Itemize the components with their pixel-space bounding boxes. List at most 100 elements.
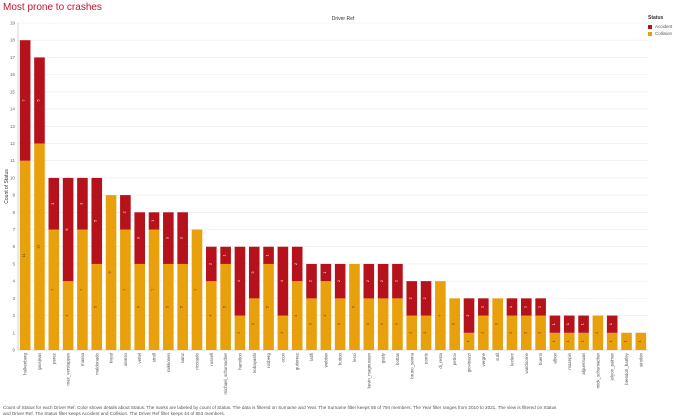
bar-collision bbox=[148, 229, 160, 350]
bar-accident bbox=[234, 246, 246, 316]
bar-accident bbox=[392, 263, 403, 299]
bar-collision bbox=[120, 229, 131, 350]
y-tick-label: 10 bbox=[10, 175, 16, 180]
bar-label-collision: 4 bbox=[294, 315, 298, 317]
x-tick-label: vandoorne bbox=[524, 352, 529, 373]
legend-item-collision[interactable]: Collision bbox=[648, 30, 700, 37]
legend[interactable]: Status Accident Collision bbox=[648, 15, 700, 37]
bar-accident bbox=[520, 298, 532, 316]
bar-label-collision: 3 bbox=[495, 323, 499, 325]
x-tick-label: jolyon_palmer bbox=[610, 352, 615, 381]
bar-accident bbox=[363, 263, 375, 299]
bar-accident bbox=[420, 281, 432, 316]
bar-collision bbox=[163, 263, 174, 350]
bar-label-collision: 1 bbox=[624, 340, 628, 342]
bar-label-accident: 1 bbox=[609, 323, 613, 325]
bar-accident bbox=[506, 298, 518, 316]
bar-collision bbox=[449, 298, 461, 350]
bar-collision bbox=[306, 298, 317, 350]
bar-collision bbox=[606, 332, 618, 350]
x-tick-label: mazepin bbox=[567, 352, 572, 369]
bar-accident bbox=[549, 315, 561, 333]
bar-label-accident: 2 bbox=[337, 280, 341, 282]
bar-label-collision: 9 bbox=[108, 272, 112, 274]
bar-label-accident: 1 bbox=[266, 254, 270, 256]
bar-label-accident: 1 bbox=[538, 306, 542, 308]
bar-label-collision: 2 bbox=[509, 332, 513, 334]
bar-label-collision: 5 bbox=[180, 306, 184, 308]
y-tick-label: 4 bbox=[12, 279, 15, 284]
bar-label-accident: 1 bbox=[552, 323, 556, 325]
bar-label-accident: 1 bbox=[480, 306, 484, 308]
legend-title: Status bbox=[648, 15, 664, 21]
bar-label-accident: 7 bbox=[22, 99, 26, 101]
bar-label-collision: 4 bbox=[65, 315, 69, 317]
bar-label-accident: 6 bbox=[65, 229, 69, 231]
x-tick-label: ocon bbox=[280, 352, 285, 362]
bar-label-accident: 2 bbox=[309, 280, 313, 282]
y-tick-label: 7 bbox=[12, 227, 15, 232]
bar-collision bbox=[220, 263, 231, 350]
x-tick-label: vergne bbox=[481, 352, 486, 366]
x-tick-label: petrov bbox=[452, 352, 457, 365]
x-tick-label: perez bbox=[51, 353, 56, 364]
bar-label-accident: 5 bbox=[94, 220, 98, 222]
y-tick-label: 3 bbox=[12, 296, 15, 301]
bar-collision bbox=[263, 263, 274, 350]
bar-collision bbox=[77, 229, 88, 350]
y-tick-label: 17 bbox=[10, 55, 16, 60]
bar-label-accident: 2 bbox=[423, 297, 427, 299]
bar-label-collision: 12 bbox=[36, 245, 40, 249]
bar-collision bbox=[549, 332, 561, 350]
y-tick-label: 19 bbox=[10, 21, 16, 26]
bar-collision bbox=[377, 298, 389, 350]
x-tick-label: ricciardo bbox=[194, 352, 199, 369]
bar-label-accident: 1 bbox=[323, 272, 327, 274]
bar-collision bbox=[34, 143, 45, 350]
bar-label-collision: 2 bbox=[409, 332, 413, 334]
bar-collision bbox=[478, 315, 489, 350]
bar-label-collision: 2 bbox=[237, 332, 241, 334]
x-tick-label: latifi bbox=[309, 353, 314, 361]
bar-collision bbox=[463, 332, 475, 350]
bar-label-collision: 4 bbox=[208, 315, 212, 317]
bar-collision bbox=[48, 229, 60, 350]
y-axis-title: Count of Status bbox=[4, 169, 10, 204]
bar-collision bbox=[349, 263, 360, 350]
bar-accident bbox=[248, 246, 260, 299]
x-tick-label: norris bbox=[424, 352, 429, 364]
x-tick-label: stroll bbox=[152, 353, 157, 362]
chart-caption: Count of Status for each Driver Ref. Col… bbox=[3, 405, 557, 416]
x-tick-label: maldonado bbox=[94, 352, 99, 374]
bar-collision bbox=[635, 332, 647, 350]
x-tick-label: kevin_magnussen bbox=[366, 352, 371, 388]
y-tick-label: 2 bbox=[12, 313, 15, 318]
bar-label-accident: 5 bbox=[36, 99, 40, 101]
bar-label-collision: 1 bbox=[566, 340, 570, 342]
x-tick-label: raikkonen bbox=[166, 352, 171, 372]
legend-item-accident[interactable]: Accident bbox=[648, 23, 700, 30]
bar-label-collision: 5 bbox=[94, 306, 98, 308]
bar-collision bbox=[134, 263, 146, 350]
bar-label-accident: 1 bbox=[223, 254, 227, 256]
x-tick-label: alonso bbox=[123, 352, 128, 365]
bar-label-accident: 1 bbox=[581, 323, 585, 325]
bar-collision bbox=[578, 332, 589, 350]
bar-accident bbox=[463, 298, 475, 333]
x-tick-label: di_resta bbox=[438, 352, 443, 368]
bar-accident bbox=[406, 281, 418, 316]
x-tick-label: massa bbox=[80, 352, 85, 365]
y-tick-label: 5 bbox=[12, 261, 15, 266]
bar-collision bbox=[320, 281, 332, 350]
bar-collision bbox=[506, 315, 518, 350]
x-tick-label: leclerc bbox=[509, 352, 514, 365]
bar-accident bbox=[34, 57, 45, 144]
y-tick-label: 1 bbox=[12, 330, 15, 335]
y-tick-label: 16 bbox=[10, 72, 16, 77]
x-tick-label: albon bbox=[552, 352, 557, 363]
bar-accident bbox=[578, 315, 589, 333]
y-tick-label: 15 bbox=[10, 89, 16, 94]
chart-title: Most prone to crashes bbox=[3, 2, 102, 13]
bar-label-accident: 3 bbox=[79, 203, 83, 205]
bar-label-accident: 4 bbox=[280, 280, 284, 282]
